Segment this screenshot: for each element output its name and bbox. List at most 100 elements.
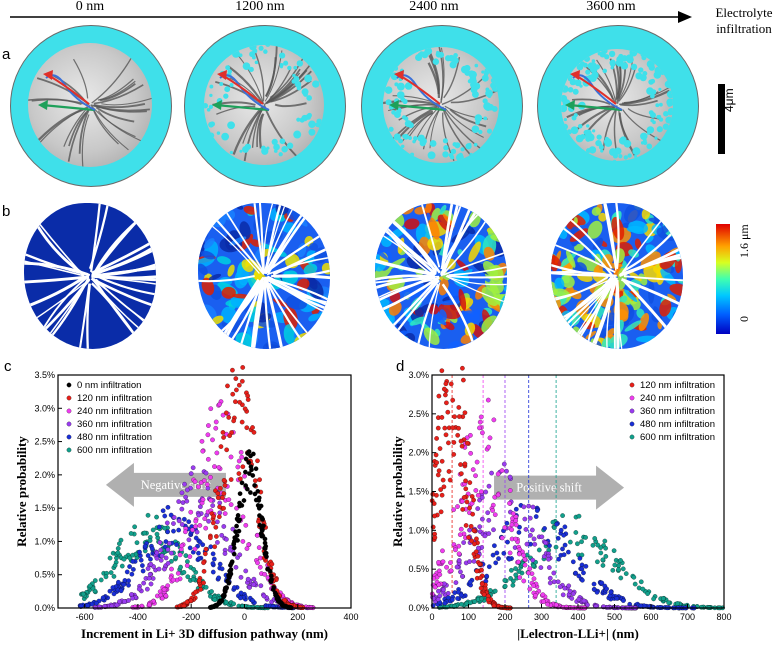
data-point <box>199 439 205 444</box>
data-point <box>502 583 508 589</box>
ytick-label: 2.0% <box>408 448 429 458</box>
data-point <box>221 524 227 529</box>
legend-marker-2 <box>66 408 72 414</box>
data-point <box>557 584 563 590</box>
data-point <box>458 592 464 598</box>
data-point <box>477 425 482 431</box>
data-point <box>612 562 618 568</box>
legend-label-1: 240 nm infiltration <box>640 393 715 404</box>
data-point <box>210 569 216 575</box>
positive-shift-arrow <box>494 465 625 510</box>
data-point <box>130 595 135 601</box>
data-point <box>517 547 523 552</box>
data-point <box>136 586 142 592</box>
data-point <box>262 545 267 551</box>
data-point <box>126 598 131 603</box>
data-point <box>602 538 608 544</box>
panel-b-letter: b <box>2 203 11 220</box>
data-point <box>460 498 465 504</box>
data-point <box>231 601 236 607</box>
data-point <box>474 536 479 542</box>
data-point <box>471 559 477 564</box>
data-point <box>244 486 250 492</box>
series-3 <box>430 503 697 611</box>
data-point <box>196 556 202 561</box>
data-point <box>598 550 604 556</box>
data-point <box>542 526 547 531</box>
data-point <box>579 566 585 572</box>
legend-label-4: 600 nm infiltration <box>640 432 715 443</box>
data-point <box>228 477 234 482</box>
data-point <box>502 525 508 530</box>
data-point <box>111 574 117 579</box>
data-point <box>575 541 580 547</box>
data-point <box>477 561 483 567</box>
data-point <box>229 561 234 566</box>
data-point <box>228 502 234 507</box>
data-point <box>600 557 606 563</box>
data-point <box>583 535 588 540</box>
y-axis-label: Relative probability <box>14 436 29 547</box>
data-point <box>473 549 479 555</box>
data-point <box>119 563 125 569</box>
data-point <box>550 519 556 525</box>
chart-c: Negative shift0.0%0.5%1.0%1.5%2.0%2.5%3.… <box>14 365 359 641</box>
data-point <box>142 530 147 536</box>
data-point <box>267 568 273 574</box>
data-point <box>222 551 228 556</box>
data-point <box>487 435 493 441</box>
data-point <box>114 602 120 608</box>
data-point <box>467 559 472 564</box>
data-point <box>201 560 206 566</box>
data-point <box>486 531 492 536</box>
data-point <box>623 571 629 576</box>
data-point <box>479 495 485 500</box>
data-point <box>453 547 458 553</box>
data-point <box>196 512 202 518</box>
data-point <box>448 560 453 565</box>
data-point <box>202 516 208 521</box>
data-point <box>451 452 457 457</box>
depth-map-1 <box>198 203 330 349</box>
legend-marker-4 <box>66 434 72 440</box>
xtick-label: 200 <box>290 612 305 622</box>
electrolyte-label-line2: infiltration <box>716 21 772 36</box>
data-point <box>478 585 484 591</box>
depth-map-3 <box>551 203 683 349</box>
data-point <box>80 591 86 597</box>
data-point <box>444 564 449 570</box>
data-point <box>205 432 211 438</box>
data-point <box>222 589 228 594</box>
data-point <box>190 527 195 533</box>
data-point <box>285 604 291 610</box>
data-point <box>255 560 260 566</box>
data-point <box>468 451 473 456</box>
data-point <box>231 551 237 557</box>
data-point <box>560 513 565 518</box>
series-2 <box>430 461 639 611</box>
data-point <box>234 516 240 522</box>
data-point <box>473 473 478 479</box>
data-point <box>507 474 513 480</box>
data-point <box>451 507 456 513</box>
data-point <box>451 440 457 445</box>
ytick-label: 3.0% <box>34 403 55 413</box>
data-point <box>222 483 228 488</box>
legend-label-1: 120 nm infiltration <box>77 393 152 404</box>
electrolyte-label-line1: Electrolyte <box>715 5 773 20</box>
data-point <box>443 432 449 438</box>
data-point <box>561 552 567 558</box>
data-point <box>147 602 152 608</box>
data-point <box>138 557 144 563</box>
data-point <box>463 523 469 528</box>
data-point <box>445 591 451 596</box>
data-point <box>462 410 468 416</box>
data-point <box>222 511 228 516</box>
xtick-label: -200 <box>182 612 200 622</box>
data-point <box>513 572 519 578</box>
data-point <box>232 535 238 541</box>
data-point <box>592 536 598 541</box>
data-point <box>110 585 116 590</box>
data-point <box>481 592 487 597</box>
data-point <box>432 513 437 519</box>
